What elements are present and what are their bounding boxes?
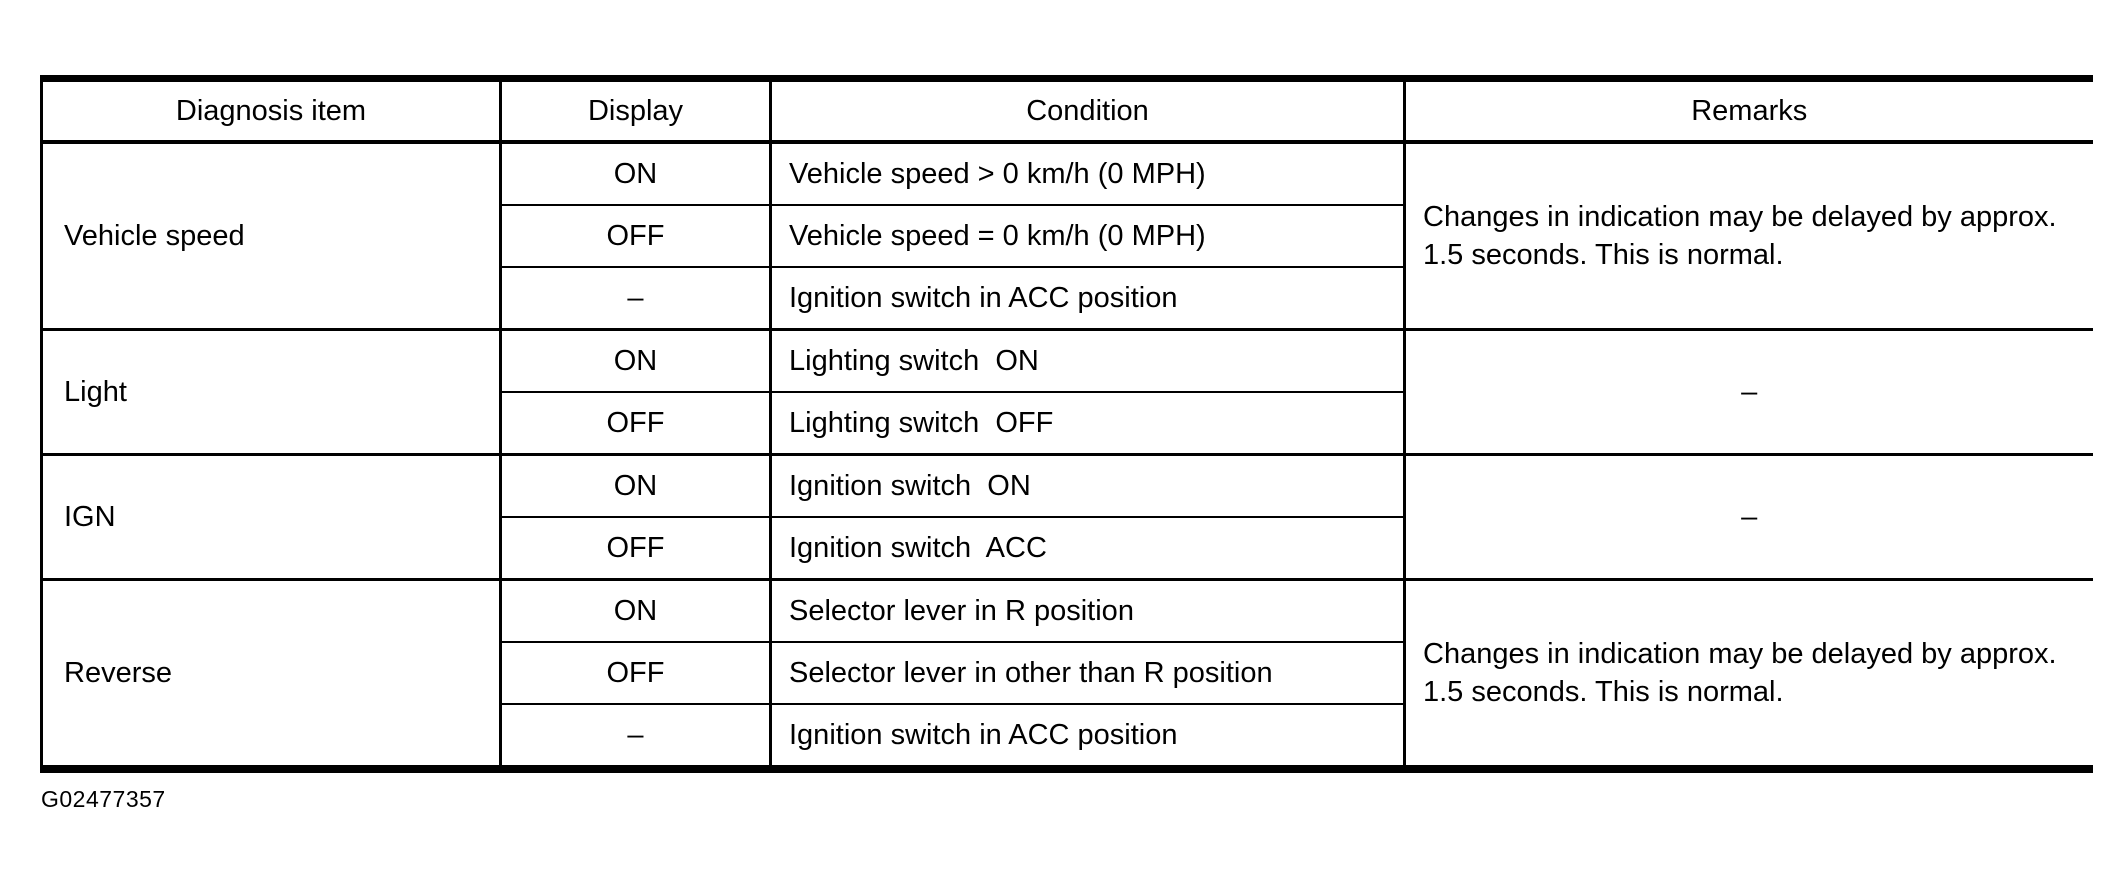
diagnosis-item-light: Light bbox=[41, 328, 502, 455]
condition-value: Ignition switch in ACC position bbox=[770, 703, 1406, 769]
table-row: IGN ON Ignition switch ON – bbox=[41, 453, 2093, 580]
condition-value: Ignition switch in ACC position bbox=[770, 266, 1406, 330]
condition-value: Lighting switch ON bbox=[770, 328, 1406, 392]
diagnosis-item-ign: IGN bbox=[41, 453, 502, 580]
display-value: ON bbox=[500, 328, 772, 392]
table-row: Vehicle speed ON Vehicle speed > 0 km/h … bbox=[41, 140, 2093, 330]
header-diagnosis-item: Diagnosis item bbox=[41, 78, 502, 144]
table-row: Reverse ON Selector lever in R position … bbox=[41, 578, 2093, 769]
table-header-row: Diagnosis item Display Condition Remarks bbox=[41, 78, 2093, 144]
condition-value: Ignition switch ON bbox=[770, 453, 1406, 517]
table-row: – Ignition switch in ACC position bbox=[42, 266, 2093, 330]
header-condition: Condition bbox=[770, 78, 1406, 144]
figure-code: G02477357 bbox=[41, 786, 166, 812]
remarks-value: – bbox=[1404, 453, 2093, 580]
display-value: OFF bbox=[500, 641, 772, 704]
display-value: OFF bbox=[500, 391, 772, 455]
remarks-value: Changes in indication may be delayed by … bbox=[1404, 140, 2093, 330]
table-row: – Ignition switch in ACC position bbox=[42, 703, 2093, 769]
condition-value: Ignition switch ACC bbox=[770, 516, 1406, 580]
header-display: Display bbox=[500, 78, 772, 144]
display-value: – bbox=[500, 703, 772, 769]
display-value: OFF bbox=[500, 204, 772, 267]
table-row: OFF Ignition switch ACC bbox=[42, 516, 2093, 580]
condition-value: Lighting switch OFF bbox=[770, 391, 1406, 455]
table-row: OFF Vehicle speed = 0 km/h (0 MPH) bbox=[42, 204, 2093, 267]
remarks-value: – bbox=[1404, 328, 2093, 455]
remarks-value: Changes in indication may be delayed by … bbox=[1404, 578, 2093, 769]
display-value: – bbox=[500, 266, 772, 330]
diagnosis-table: Diagnosis item Display Condition Remarks… bbox=[40, 75, 2093, 773]
condition-value: Selector lever in R position bbox=[770, 578, 1406, 642]
display-value: OFF bbox=[500, 516, 772, 580]
diagnosis-item-vehicle-speed: Vehicle speed bbox=[41, 140, 502, 330]
header-remarks: Remarks bbox=[1404, 78, 2093, 144]
condition-value: Selector lever in other than R position bbox=[770, 641, 1406, 704]
diagnosis-item-reverse: Reverse bbox=[41, 578, 502, 769]
condition-value: Vehicle speed = 0 km/h (0 MPH) bbox=[770, 204, 1406, 267]
table-row: OFF Selector lever in other than R posit… bbox=[42, 641, 2093, 704]
condition-value: Vehicle speed > 0 km/h (0 MPH) bbox=[770, 140, 1406, 205]
display-value: ON bbox=[500, 140, 772, 205]
display-value: ON bbox=[500, 453, 772, 517]
table-row: Light ON Lighting switch ON – bbox=[41, 328, 2093, 455]
table-row: OFF Lighting switch OFF bbox=[42, 391, 2093, 455]
display-value: ON bbox=[500, 578, 772, 642]
